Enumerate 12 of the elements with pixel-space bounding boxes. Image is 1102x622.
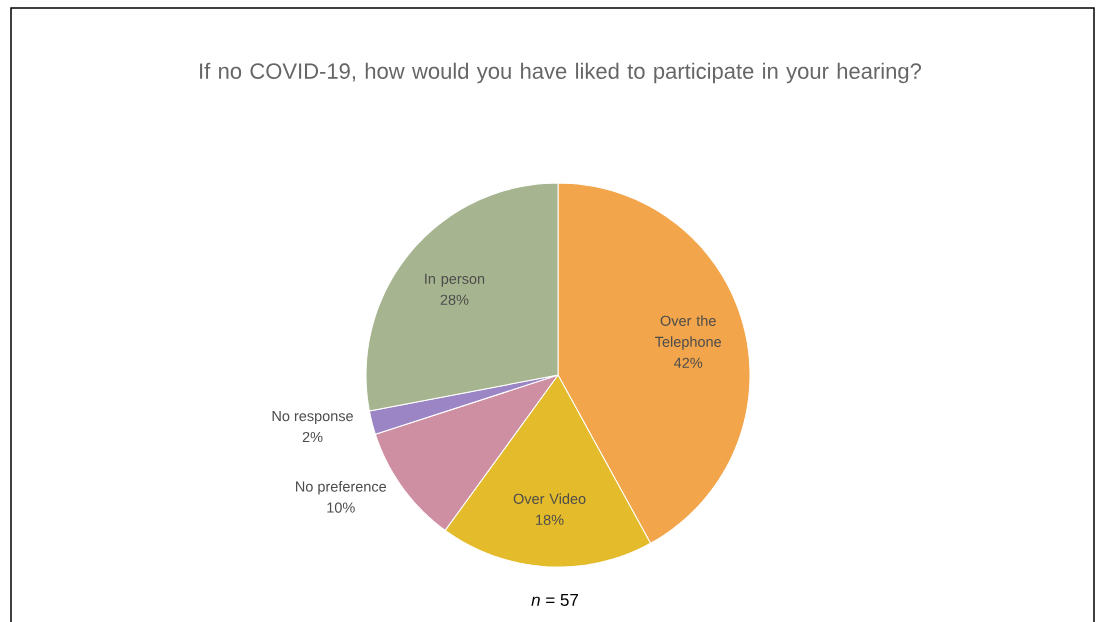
data-label: 28% (440, 294, 469, 305)
slice-label: No response (272, 411, 353, 425)
data-label: 10% (327, 502, 355, 513)
data-label: 42% (674, 357, 703, 368)
text: n = 57 (531, 594, 578, 606)
slice-label: Over the Telephone (655, 315, 721, 350)
slice-label: No preference (296, 481, 387, 495)
slice-label: Over Video (513, 493, 586, 504)
data-label: 18% (536, 514, 564, 525)
slice-label: In person (425, 273, 485, 287)
chart-title: If no COVID-19, how would you have liked to participate in your hearing? (200, 62, 922, 84)
data-label: 2% (302, 431, 323, 443)
